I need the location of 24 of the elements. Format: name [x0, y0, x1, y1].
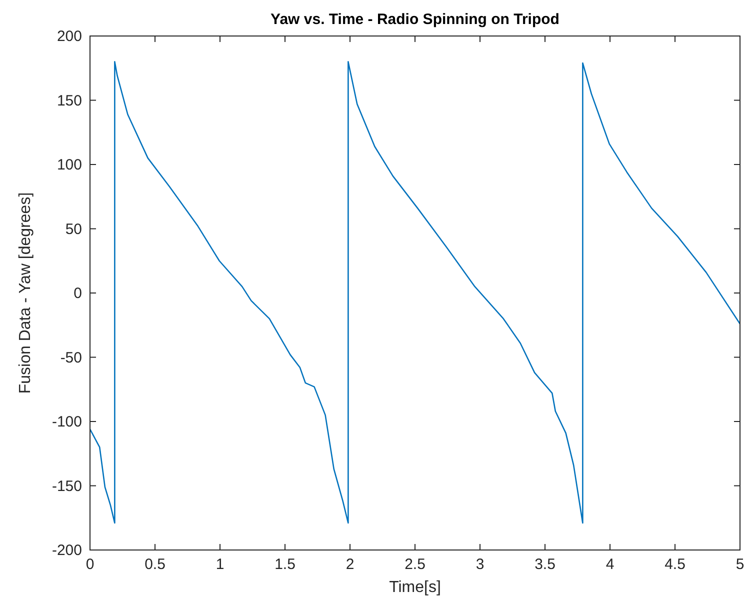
y-tick-label: 100	[56, 156, 82, 174]
y-tick-label: 0	[74, 285, 82, 302]
x-tick-label: 3.5	[534, 556, 556, 573]
x-tick-label: 0.5	[144, 556, 166, 573]
x-tick-label: 1.5	[274, 556, 296, 573]
x-tick-label: 3	[476, 556, 484, 573]
x-tick-label: 5	[736, 556, 744, 573]
y-tick-label: -100	[52, 414, 82, 430]
line-series	[89, 61, 741, 524]
y-axis-title: Fusion Data - Yaw [degrees]	[17, 192, 34, 394]
chart-title: Yaw vs. Time - Radio Spinning on Tripod	[270, 11, 560, 28]
x-tick-label: 4	[606, 556, 614, 573]
x-tick-label: 4.5	[664, 556, 686, 573]
x-tick-label: 2.5	[404, 556, 426, 573]
y-tick-label: -150	[52, 478, 82, 495]
x-tick-label: 1	[216, 556, 224, 573]
y-tick-label: 150	[56, 92, 82, 110]
y-tick-label: -200	[52, 542, 82, 559]
x-axis-title: Time[s]	[389, 579, 441, 596]
x-tick-label: 2	[346, 556, 354, 573]
y-tick-label: -50	[60, 349, 82, 366]
x-tick-label: 0	[86, 556, 94, 573]
y-tick-label: 50	[65, 220, 82, 238]
y-tick-label: 200	[56, 28, 82, 45]
